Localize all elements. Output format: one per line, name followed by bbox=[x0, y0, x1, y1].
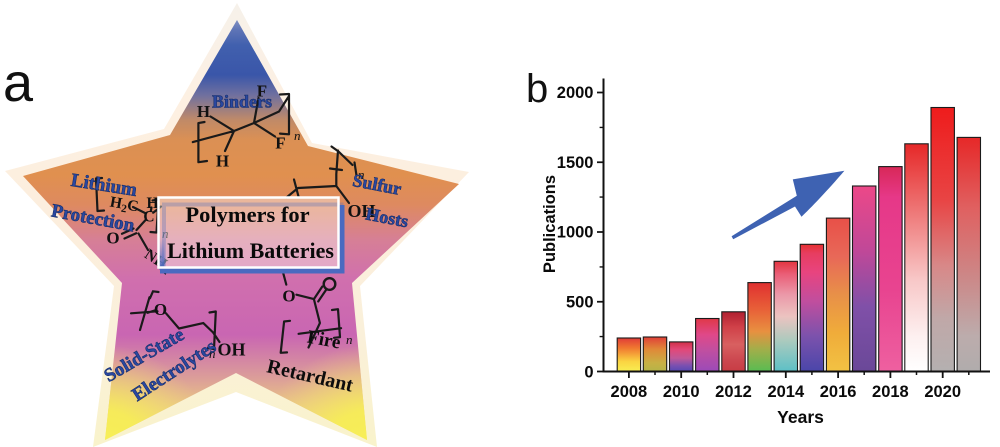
svg-text:2000: 2000 bbox=[557, 84, 594, 102]
svg-text:2010: 2010 bbox=[663, 383, 700, 401]
svg-text:0: 0 bbox=[584, 364, 593, 382]
svg-text:2020: 2020 bbox=[924, 383, 961, 401]
svg-text:H2C: H2C bbox=[108, 194, 140, 218]
svg-text:Polymers for: Polymers for bbox=[185, 202, 309, 227]
svg-text:Binders: Binders bbox=[212, 92, 272, 112]
svg-text:1500: 1500 bbox=[557, 154, 594, 172]
svg-text:Years: Years bbox=[777, 407, 824, 427]
svg-text:2012: 2012 bbox=[715, 383, 752, 401]
svg-text:O: O bbox=[106, 229, 119, 248]
svg-text:F: F bbox=[275, 134, 285, 153]
svg-text:H: H bbox=[197, 102, 210, 121]
svg-text:H: H bbox=[146, 195, 158, 212]
svg-text:Publications: Publications bbox=[541, 175, 559, 273]
svg-text:OH: OH bbox=[348, 201, 376, 221]
svg-text:2018: 2018 bbox=[872, 383, 909, 401]
svg-text:n: n bbox=[346, 332, 353, 347]
svg-text:C: C bbox=[143, 209, 154, 226]
svg-text:b: b bbox=[526, 67, 548, 111]
svg-text:2016: 2016 bbox=[820, 383, 857, 401]
svg-text:2008: 2008 bbox=[611, 383, 648, 401]
svg-text:H: H bbox=[216, 152, 229, 171]
svg-text:n: n bbox=[294, 128, 301, 143]
svg-text:n: n bbox=[162, 226, 169, 241]
svg-text:1000: 1000 bbox=[557, 224, 594, 242]
svg-text:OH: OH bbox=[218, 340, 246, 360]
svg-text:O: O bbox=[282, 287, 295, 306]
svg-text:n: n bbox=[358, 167, 365, 182]
svg-text:a: a bbox=[3, 53, 34, 113]
svg-text:2014: 2014 bbox=[767, 383, 805, 401]
svg-text:Lithium Batteries: Lithium Batteries bbox=[167, 238, 334, 263]
svg-text:500: 500 bbox=[566, 294, 594, 312]
svg-text:F: F bbox=[257, 82, 267, 101]
svg-text:n: n bbox=[209, 346, 216, 361]
svg-text:O: O bbox=[154, 300, 167, 319]
